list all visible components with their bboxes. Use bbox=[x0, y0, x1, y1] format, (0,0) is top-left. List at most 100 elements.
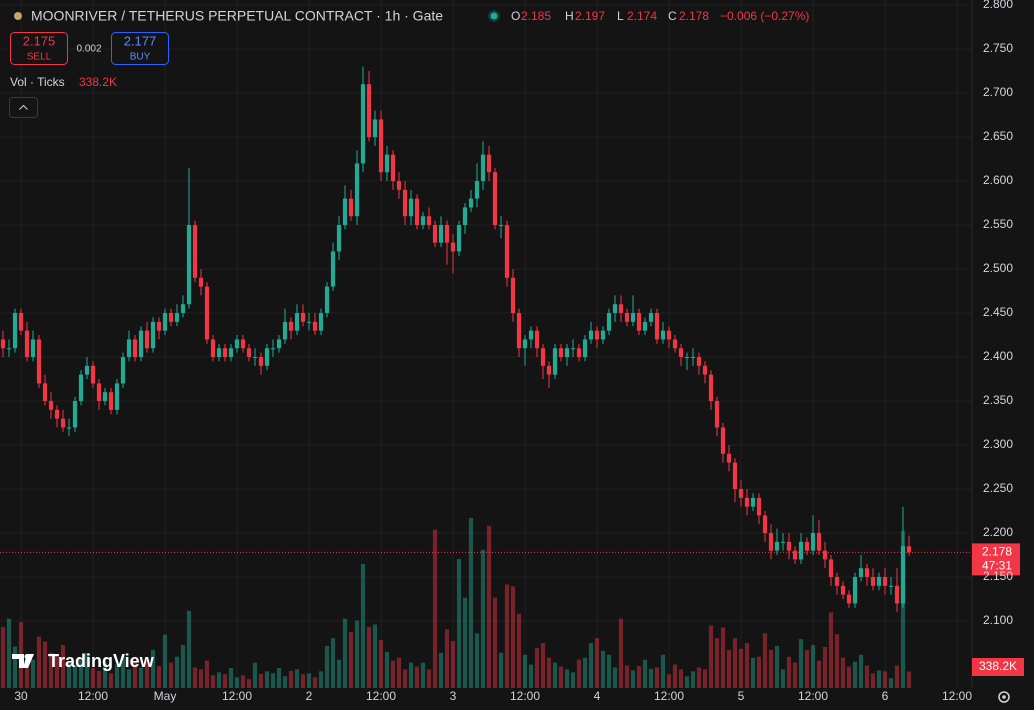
volume-bar bbox=[258, 673, 264, 688]
volume-bar bbox=[804, 649, 810, 688]
ohlc-value: 2.174 bbox=[627, 9, 657, 23]
volume-bar bbox=[396, 657, 402, 688]
volume-bar bbox=[264, 671, 270, 688]
volume-bar bbox=[132, 662, 138, 688]
volume-bar bbox=[672, 664, 678, 688]
candle-body bbox=[468, 198, 474, 208]
candle-body bbox=[504, 225, 510, 278]
candle-body bbox=[756, 497, 762, 516]
candle-body bbox=[348, 198, 354, 217]
volume-bar bbox=[906, 671, 912, 688]
candle-body bbox=[900, 546, 906, 604]
volume-bar bbox=[156, 666, 162, 688]
volume-bar bbox=[84, 652, 90, 688]
candle-body bbox=[60, 418, 66, 428]
candle-body bbox=[870, 577, 876, 586]
volume-bar bbox=[228, 667, 234, 688]
collapse-button[interactable] bbox=[9, 97, 38, 118]
volume-bar bbox=[744, 643, 750, 688]
candle-body bbox=[12, 313, 18, 349]
candle-body bbox=[792, 550, 798, 560]
x-tick-label: 12:00 bbox=[222, 689, 252, 703]
volume-bar bbox=[738, 648, 744, 688]
volume-bar bbox=[888, 678, 894, 688]
candle-body bbox=[462, 207, 468, 226]
candle-body bbox=[420, 216, 426, 226]
volume-bar bbox=[234, 677, 240, 688]
candle-body bbox=[396, 181, 402, 190]
volume-bar bbox=[336, 659, 342, 688]
candle-body bbox=[318, 313, 324, 331]
volume-bar bbox=[816, 660, 822, 688]
volume-bar bbox=[120, 656, 126, 688]
volume-bar bbox=[246, 679, 252, 688]
volume-bar bbox=[408, 662, 414, 688]
candle-body bbox=[804, 541, 810, 551]
volume-bar bbox=[222, 674, 228, 688]
volume-bar bbox=[678, 669, 684, 688]
candle-body bbox=[864, 568, 870, 578]
volume-bar bbox=[72, 665, 78, 688]
x-tick-label: 12:00 bbox=[78, 689, 108, 703]
logo-text: TradingView bbox=[48, 651, 155, 671]
candle-body bbox=[702, 365, 708, 375]
volume-bar bbox=[486, 525, 492, 688]
volume-bar bbox=[300, 674, 306, 688]
candle-body bbox=[426, 216, 432, 226]
candle-body bbox=[486, 154, 492, 173]
volume-value: 338.2K bbox=[979, 659, 1017, 673]
volume-bar bbox=[564, 669, 570, 688]
volume-bar bbox=[78, 657, 84, 688]
volume-bar bbox=[126, 669, 132, 688]
x-tick-label: 12:00 bbox=[942, 689, 972, 703]
volume-bar bbox=[24, 657, 30, 688]
volume-bar bbox=[252, 662, 258, 688]
candle-body bbox=[306, 321, 312, 323]
volume-bar bbox=[528, 664, 534, 688]
volume-bar bbox=[708, 625, 714, 688]
candle-body bbox=[600, 330, 606, 340]
volume-bar bbox=[318, 671, 324, 688]
sell-button[interactable] bbox=[10, 32, 68, 65]
buy-button[interactable] bbox=[111, 32, 169, 65]
candle-body bbox=[672, 339, 678, 349]
volume-box bbox=[972, 658, 1024, 676]
volume-bar bbox=[786, 656, 792, 688]
volume-bar bbox=[390, 660, 396, 688]
volume-bar bbox=[552, 662, 558, 688]
candle-body bbox=[810, 533, 816, 551]
candle-body bbox=[96, 383, 102, 402]
candle-body bbox=[594, 330, 600, 340]
candle-body bbox=[312, 321, 318, 331]
candle-body bbox=[660, 330, 666, 340]
candle-body bbox=[798, 541, 804, 560]
candle-body bbox=[714, 401, 720, 428]
candle-body bbox=[42, 383, 48, 402]
x-tick-label: 3 bbox=[450, 689, 457, 703]
volume-bar bbox=[684, 676, 690, 688]
volume-bar bbox=[864, 665, 870, 688]
y-tick-label: 2.750 bbox=[983, 41, 1013, 55]
candle-body bbox=[150, 321, 156, 349]
candle-body bbox=[30, 339, 36, 358]
y-tick-label: 2.800 bbox=[983, 0, 1013, 11]
candle-body bbox=[768, 533, 774, 551]
volume-bar bbox=[606, 654, 612, 688]
candle-body bbox=[276, 339, 282, 349]
ohlc-label: O bbox=[511, 9, 520, 23]
volume-bar bbox=[306, 673, 312, 688]
candle-body bbox=[846, 594, 852, 604]
candle-body bbox=[534, 330, 540, 349]
volume-bar bbox=[642, 659, 648, 688]
candle-body bbox=[54, 409, 60, 419]
volume-bar bbox=[96, 670, 102, 688]
settings-icon[interactable] bbox=[998, 691, 1010, 703]
ohlc-value: 2.185 bbox=[521, 9, 551, 23]
candle-body bbox=[510, 277, 516, 314]
candle-body bbox=[630, 313, 636, 322]
y-tick-label: 2.600 bbox=[983, 173, 1013, 187]
volume-bar bbox=[456, 559, 462, 688]
candle-body bbox=[198, 277, 204, 287]
volume-bar bbox=[516, 613, 522, 688]
